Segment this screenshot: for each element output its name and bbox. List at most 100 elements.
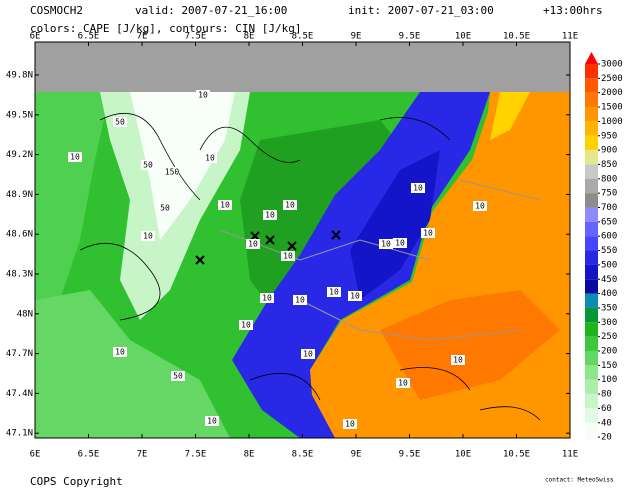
contour-label-box (113, 347, 127, 357)
x-tick-label: 9E (351, 450, 362, 460)
contour-label-box (348, 291, 362, 301)
contour-label: 10 (143, 232, 153, 241)
contour-label: 10 (350, 292, 360, 301)
colorbar-label: 3000 (601, 60, 623, 70)
colorbar-label: 450 (601, 275, 617, 285)
x-tick-label: 7E (137, 32, 148, 42)
colorbar-label: 400 (601, 289, 617, 299)
field-orange-dark (380, 290, 560, 400)
contour-label-box (141, 231, 155, 241)
colorbar-swatch (585, 322, 598, 337)
colorbar-swatch (585, 422, 598, 438)
colorbar-arrow (585, 52, 598, 64)
x-tick-label: 9.5E (399, 450, 421, 460)
colorbar-swatch (585, 78, 598, 93)
contour-label-box (141, 160, 155, 170)
x-tick-label: 10E (455, 450, 471, 460)
colorbar-label: 60 (601, 404, 612, 414)
lead-time: +13:00hrs (543, 4, 603, 17)
y-tick-label: 48N (17, 309, 33, 319)
contour-label: 10 (265, 211, 275, 220)
colorbar-swatch (585, 437, 598, 440)
colorbar-label: 20 (601, 433, 612, 443)
colorbar-label: 1000 (601, 117, 623, 127)
colorbar-label: 550 (601, 246, 617, 256)
model: COSMOCH2 (30, 4, 83, 17)
contour-label-box (327, 287, 341, 297)
contour-label-box (246, 239, 260, 249)
contour-label: 10 (398, 379, 408, 388)
station-marker (331, 230, 341, 240)
contour-label-box (263, 210, 277, 220)
contour-label: 10 (207, 417, 217, 426)
colorbar-label: 700 (601, 203, 617, 213)
colorbar-label: 950 (601, 131, 617, 141)
colorbar-swatch (585, 394, 598, 409)
field-light (35, 290, 230, 438)
field-light (35, 92, 110, 330)
contour-label-box (205, 416, 219, 426)
contour-label: 10 (295, 296, 305, 305)
cin-contours (79, 112, 541, 421)
stations (195, 230, 341, 265)
x-tick-label: 7.5E (185, 32, 207, 42)
contour-label-box (68, 152, 82, 162)
y-tick-label: 49.2N (6, 150, 33, 160)
station-marker (265, 235, 275, 245)
x-tick-label: 9E (351, 32, 362, 42)
colorbar-label: 800 (601, 174, 617, 184)
colorbar-swatch (585, 336, 598, 351)
contour-label: 10 (262, 294, 272, 303)
x-tick-label: 10E (455, 32, 471, 42)
contour-label-box (421, 228, 435, 238)
x-tick-label: 6E (30, 32, 41, 42)
colorbar-swatch (585, 351, 598, 366)
missing-data (35, 42, 570, 92)
x-tick-label: 11E (562, 32, 578, 42)
station-marker (195, 255, 205, 265)
colorbar-swatch (585, 264, 598, 280)
contour-label-box (393, 238, 407, 248)
x-tick-label: 6.5E (78, 32, 100, 42)
contact: contact: MeteoSwiss (545, 477, 614, 484)
colorbar-swatch (585, 150, 598, 165)
contour-label: 50 (115, 118, 125, 127)
contour-label-box (301, 349, 315, 359)
colorbar-label: 200 (601, 347, 617, 357)
station-marker (250, 231, 260, 241)
y-tick-label: 48.9N (6, 190, 33, 200)
colorbar-swatch (585, 307, 598, 323)
contour-label: 10 (283, 252, 293, 261)
x-tick-label: 7E (137, 450, 148, 460)
colorbar-label: 250 (601, 332, 617, 342)
contour-label-box (396, 378, 410, 388)
contour-label: 10 (329, 288, 339, 297)
colorbar-label: 2000 (601, 88, 623, 98)
y-tick-label: 49.5N (6, 110, 33, 120)
contour-label-box (473, 201, 487, 211)
colorbar-label: 600 (601, 232, 617, 242)
colorbar-swatch (585, 379, 598, 395)
contour-label: 50 (143, 161, 153, 170)
map (34, 41, 571, 439)
contour-label-box (203, 153, 217, 163)
contour-label-box (411, 183, 425, 193)
colorbar-swatch (585, 107, 598, 122)
colorbar-swatch (585, 279, 598, 294)
contour-label-box (283, 200, 297, 210)
colorbar-swatch (585, 365, 598, 380)
colorbar-swatch (585, 221, 598, 237)
colorbar-label: 80 (601, 390, 612, 400)
colorbar-swatch (585, 193, 598, 208)
contour-label: 10 (453, 356, 463, 365)
field-yellow (490, 92, 530, 140)
contour-label-box (196, 90, 210, 100)
contour-label: 10 (395, 239, 405, 248)
colorbar-swatch (585, 408, 598, 423)
colorbar-label: 900 (601, 146, 617, 156)
contour-label-box (343, 419, 357, 429)
contour-label: 10 (220, 201, 230, 210)
y-tick-label: 49.8N (6, 71, 33, 81)
colorbar-label: 850 (601, 160, 617, 170)
